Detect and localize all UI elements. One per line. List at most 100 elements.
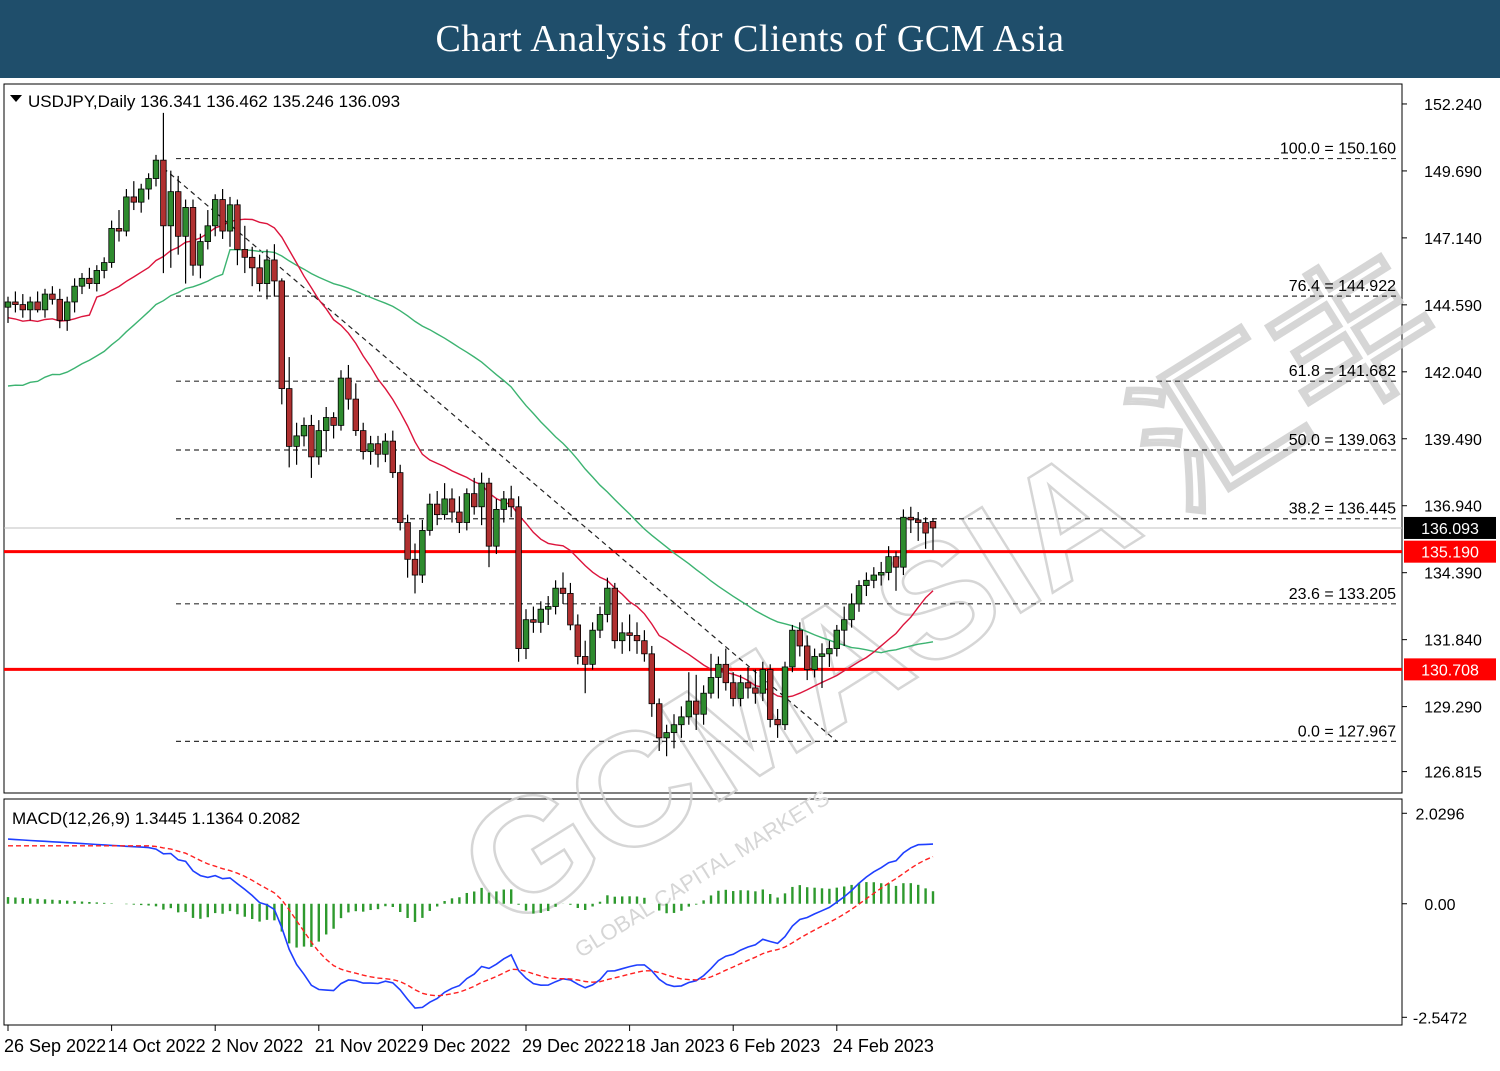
candle-body — [522, 619, 530, 649]
candle-body — [707, 677, 715, 694]
time-axis-label: 6 Feb 2023 — [729, 1036, 820, 1056]
candle-body — [633, 635, 641, 642]
candle-body — [41, 293, 49, 311]
candle-body — [700, 692, 707, 715]
level-price-tag — [1404, 540, 1496, 563]
candle-body — [426, 503, 433, 531]
time-axis-label: 21 Nov 2022 — [315, 1036, 417, 1056]
candle-body — [515, 506, 522, 649]
macd-signal-line — [8, 845, 934, 997]
price-axis-label: 147.140 — [1424, 231, 1482, 248]
candle-body — [419, 530, 426, 576]
candle-body — [411, 558, 419, 576]
macd-header: MACD(12,26,9) 1.3445 1.1364 0.2082 — [12, 809, 300, 828]
candle-body — [848, 603, 855, 621]
fib-level-label: 100.0 = 150.160 — [1280, 141, 1396, 158]
candle-body — [915, 519, 922, 523]
macd-series — [6, 838, 935, 1009]
candle-body — [130, 196, 137, 203]
candle-body — [485, 482, 493, 547]
candle-body — [641, 640, 648, 655]
candle-body — [885, 556, 892, 573]
price-axis-label: 149.690 — [1424, 164, 1482, 181]
fib-level-label: 61.8 = 141.682 — [1289, 363, 1396, 380]
candle-body — [855, 585, 863, 605]
candle-body — [34, 301, 41, 311]
candle-body — [929, 521, 937, 529]
fib-level-label: 0.0 = 127.967 — [1298, 723, 1396, 740]
time-axis-label: 24 Feb 2023 — [833, 1036, 934, 1056]
candle-body — [256, 267, 263, 284]
candle-body — [152, 159, 160, 179]
candle-body — [619, 632, 626, 642]
candle-body — [752, 687, 759, 694]
candle-body — [678, 716, 685, 726]
candle-body — [530, 619, 537, 623]
level-price-tag — [1404, 658, 1496, 681]
candle-body — [433, 503, 441, 516]
candle-body — [693, 700, 700, 715]
macd-axis-label: -2.5472 — [1413, 1010, 1467, 1027]
candle-body — [293, 435, 300, 447]
candle-body — [86, 277, 93, 284]
price-axis-label: 131.840 — [1424, 633, 1482, 650]
candle-body — [448, 498, 456, 513]
fib-level-label: 23.6 = 133.205 — [1289, 586, 1396, 603]
candle-body — [589, 629, 596, 665]
candle-body — [648, 653, 655, 705]
candle-body — [4, 301, 12, 308]
candle-body — [759, 669, 766, 694]
candle-body — [567, 593, 574, 626]
candle-body — [219, 199, 226, 232]
candle-body — [789, 629, 796, 668]
candle-body — [767, 669, 774, 720]
candle-body — [174, 191, 182, 237]
candle-body — [774, 719, 781, 726]
candle-body — [160, 159, 167, 227]
time-axis-label: 2 Nov 2022 — [211, 1036, 303, 1056]
candle-body — [559, 587, 567, 594]
candle-body — [507, 498, 515, 508]
candle-body — [108, 228, 115, 263]
candle-body — [922, 522, 929, 534]
candle-body — [101, 262, 108, 271]
candle-body — [685, 700, 692, 718]
candle-body — [271, 259, 278, 282]
moving-averages — [7, 218, 934, 699]
candle-body — [226, 204, 234, 232]
candle-body — [722, 663, 729, 684]
candle-body — [12, 301, 19, 305]
price-axis-label: 129.290 — [1424, 700, 1482, 717]
candle-body — [574, 624, 581, 657]
candle-body — [345, 377, 352, 400]
level-price-tag-label: 135.190 — [1421, 545, 1479, 562]
candle-body — [137, 188, 145, 203]
candle-body — [863, 579, 870, 586]
candle-body — [804, 645, 811, 670]
fibonacci-labels: 100.0 = 150.160 76.4 = 144.922 61.8 = 141.… — [1280, 141, 1396, 741]
time-axis: 26 Sep 2022 14 Oct 2022 2 Nov 2022 21 Nov 2… — [4, 1025, 934, 1056]
symbol-dropdown-icon[interactable] — [10, 95, 22, 102]
candle-body — [730, 682, 737, 699]
candle-body — [330, 417, 337, 426]
candle-body — [71, 285, 78, 303]
candle-body — [604, 587, 611, 615]
price-axis-label: 142.040 — [1424, 365, 1482, 382]
candle-body — [115, 228, 123, 232]
price-axis-label: 152.240 — [1424, 97, 1482, 114]
time-axis-label: 9 Dec 2022 — [418, 1036, 510, 1056]
candle-body — [337, 377, 345, 426]
moving-average-slow — [7, 249, 934, 654]
candle-body — [663, 732, 670, 739]
candle-body — [811, 656, 818, 670]
candle-body — [826, 648, 833, 655]
fib-level-label: 50.0 = 139.063 — [1289, 432, 1396, 449]
time-axis-label: 14 Oct 2022 — [108, 1036, 206, 1056]
candle-body — [611, 587, 618, 642]
candle-body — [26, 301, 34, 311]
candle-body — [656, 703, 663, 739]
candle-body — [19, 304, 26, 311]
price-axis-label: 126.815 — [1424, 765, 1482, 782]
candle-body — [537, 608, 544, 623]
horizontal-levels — [4, 157, 1402, 742]
